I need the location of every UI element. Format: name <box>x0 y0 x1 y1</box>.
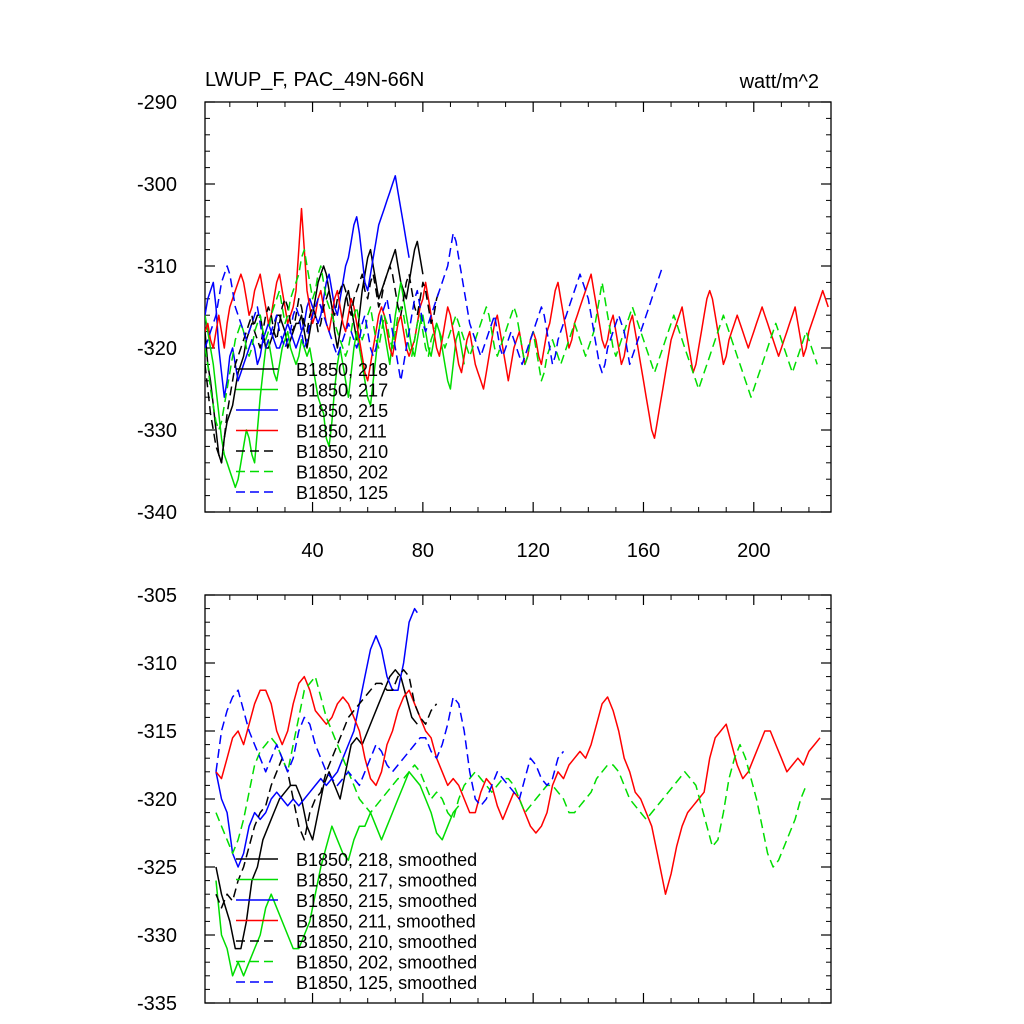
top-plot-frame <box>204 101 832 513</box>
top-legend-label: B1850, 218 <box>296 360 388 380</box>
bottom-series-line <box>215 669 418 950</box>
bottom-ytick-label: -315 <box>137 721 177 743</box>
bottom-ytick-label: -325 <box>137 857 177 879</box>
top-series-line <box>205 240 424 464</box>
top-legend-label: B1850, 217 <box>296 381 388 401</box>
top-legend-label: B1850, 211 <box>296 422 387 442</box>
top-xtick-label: 200 <box>737 540 770 562</box>
top-series-line <box>205 232 664 382</box>
bottom-series-line <box>215 607 418 868</box>
top-xtick-label: 160 <box>627 540 660 562</box>
top-legend-label: B1850, 215 <box>296 401 388 421</box>
bottom-series-line <box>215 675 807 868</box>
bottom-legend-label: B1850, 202, smoothed <box>296 953 477 973</box>
bottom-ytick-label: -305 <box>137 585 177 607</box>
top-legend-label: B1850, 202 <box>296 463 388 483</box>
bottom-ytick-label: -330 <box>137 925 177 947</box>
top-xtick-label: 40 <box>301 540 323 562</box>
top-series-line <box>205 248 818 431</box>
top-legend-label: B1850, 125 <box>296 483 388 503</box>
top-xtick-label: 120 <box>516 540 549 562</box>
top-panel: -290 -300 -310 -320 -330 -340 40 80 120 160 200 LWU… <box>137 69 832 562</box>
top-series-line <box>205 207 829 439</box>
bottom-legend-label: B1850, 210, smoothed <box>296 932 477 952</box>
bottom-legend-label: B1850, 211, smoothed <box>296 912 476 932</box>
top-ytick-label: -320 <box>137 338 177 360</box>
bottom-ytick-label: -310 <box>137 653 177 675</box>
top-ytick-label: -300 <box>137 174 177 196</box>
bottom-legend-label: B1850, 125, smoothed <box>296 973 477 993</box>
units-label: watt/m^2 <box>739 71 819 93</box>
bottom-legend-label: B1850, 217, smoothed <box>296 871 477 891</box>
top-xtick-label: 80 <box>412 540 434 562</box>
bottom-series-line <box>215 771 460 977</box>
top-legend-label: B1850, 210 <box>296 442 388 462</box>
chart-title: LWUP_F, PAC_49N-66N <box>205 69 424 91</box>
bottom-series-line <box>215 689 565 807</box>
top-series-group <box>205 175 829 489</box>
top-ytick-label: -340 <box>137 502 177 524</box>
bottom-series-group <box>215 607 821 977</box>
top-ytick-label: -290 <box>137 92 177 114</box>
bottom-legend-label: B1850, 218, smoothed <box>296 850 477 870</box>
top-series-line <box>205 265 441 464</box>
bottom-ytick-label: -335 <box>137 993 177 1015</box>
bottom-legend-label: B1850, 215, smoothed <box>296 891 477 911</box>
bottom-ytick-label: -320 <box>137 789 177 811</box>
top-ytick-label: -310 <box>137 256 177 278</box>
top-series-line <box>205 175 410 398</box>
top-ytick-label: -330 <box>137 420 177 442</box>
bottom-panel: -305 -310 -315 -320 -325 -330 -335 B1850, 218, … <box>137 585 832 1015</box>
